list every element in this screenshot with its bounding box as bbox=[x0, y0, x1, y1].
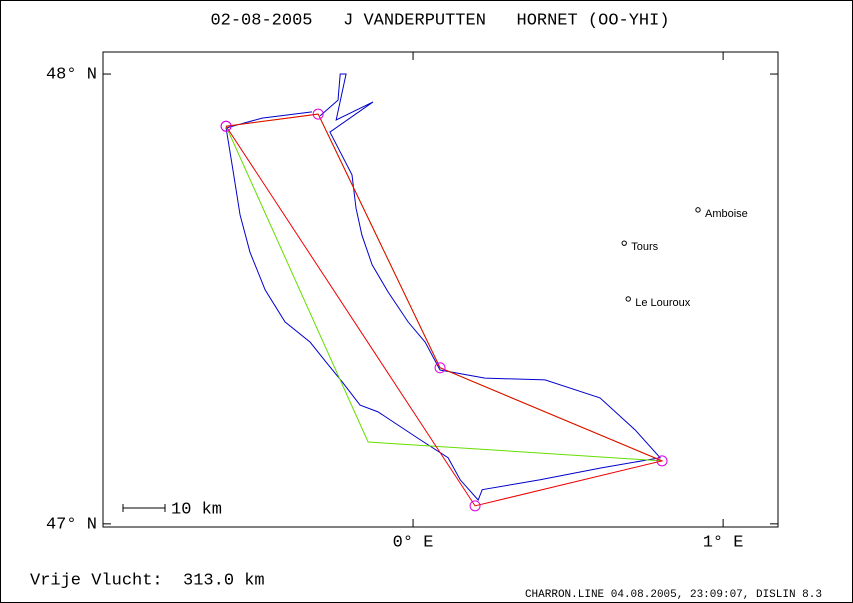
turnpoint bbox=[312, 108, 324, 120]
turnpoint bbox=[220, 120, 232, 132]
place bbox=[625, 296, 631, 302]
plot-frame bbox=[102, 51, 779, 528]
track bbox=[225, 113, 663, 462]
place-label: Le Louroux bbox=[635, 297, 691, 309]
x-tick-label: 0° E bbox=[393, 533, 434, 552]
chart-title: 02-08-2005 J VANDERPUTTEN HORNET (OO-YHI… bbox=[210, 11, 669, 30]
place bbox=[621, 240, 627, 246]
y-tick-label: 48° N bbox=[46, 66, 97, 85]
place-label: Amboise bbox=[705, 208, 748, 220]
turnpoint bbox=[469, 500, 481, 512]
summary: Vrije Vlucht: 313.0 km bbox=[30, 571, 265, 590]
x-tick-label: 1° E bbox=[703, 533, 744, 552]
footer: CHARRON.LINE 04.08.2005, 23:09:07, DISLI… bbox=[525, 589, 822, 601]
track bbox=[225, 113, 664, 507]
place-label: Tours bbox=[631, 241, 658, 253]
y-tick-label: 47° N bbox=[46, 515, 97, 534]
turnpoint bbox=[656, 455, 668, 467]
turnpoint bbox=[434, 362, 446, 374]
track bbox=[225, 73, 662, 501]
scale-label: 10 km bbox=[171, 500, 222, 519]
place bbox=[695, 207, 701, 213]
